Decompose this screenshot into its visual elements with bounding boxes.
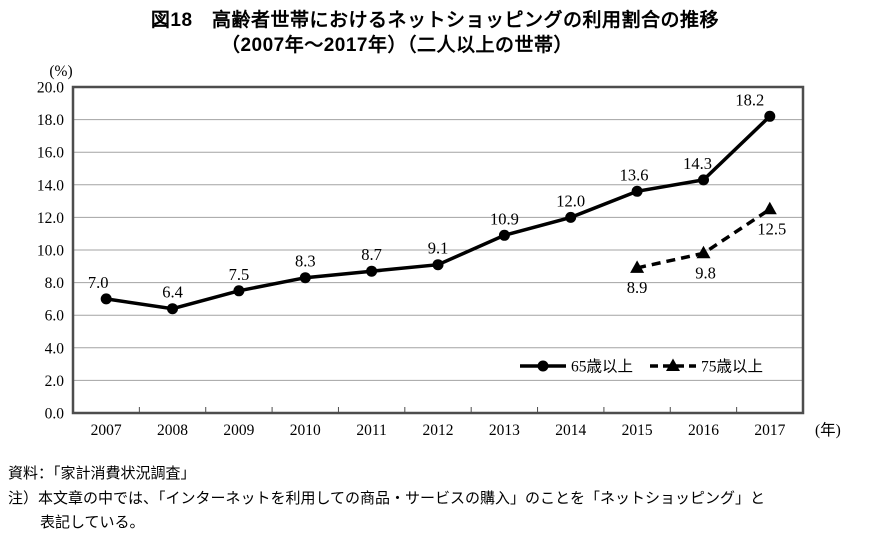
y-tick-label: 4.0 xyxy=(45,340,65,357)
legend-marker-circle xyxy=(537,360,549,372)
y-tick-label: 8.0 xyxy=(45,275,65,292)
series-marker-circle xyxy=(233,285,245,297)
data-label: 7.0 xyxy=(88,273,109,292)
data-label: 12.0 xyxy=(556,191,585,210)
y-tick-label: 18.0 xyxy=(37,112,64,129)
y-tick-label: 12.0 xyxy=(37,210,64,227)
source-note: 資料：「家計消費状況調査」 xyxy=(8,466,196,482)
x-tick-label: 2014 xyxy=(555,422,586,439)
series-line-1 xyxy=(636,207,771,270)
series-marker-circle xyxy=(498,229,510,241)
legend-marker-triangle xyxy=(666,358,680,371)
y-tick-label: 6.0 xyxy=(45,308,65,325)
data-label: 6.4 xyxy=(162,283,183,302)
chart-title-line2: （2007年～2017年）（二人以上の世帯） xyxy=(220,35,574,56)
x-tick-label: 2015 xyxy=(622,422,653,439)
data-label: 8.9 xyxy=(627,278,648,297)
data-label: 9.1 xyxy=(428,239,449,258)
data-label: 12.5 xyxy=(757,219,786,238)
x-tick-label: 2011 xyxy=(356,422,386,439)
series-marker-circle xyxy=(565,211,577,223)
series-marker-triangle xyxy=(630,260,645,273)
y-tick-label: 16.0 xyxy=(37,145,64,162)
data-label: 10.9 xyxy=(490,209,519,228)
x-axis-unit: (年) xyxy=(815,421,841,439)
x-tick-label: 2012 xyxy=(423,422,454,439)
series-line-0 xyxy=(105,115,772,311)
x-tick-label: 2013 xyxy=(489,422,520,439)
legend-label-75: 75歳以上 xyxy=(701,358,763,376)
series-marker-circle xyxy=(167,303,178,315)
y-axis-unit: (%) xyxy=(49,63,72,80)
chart-title-line1: 図18 高齢者世帯におけるネットショッピングの利用割合の推移 xyxy=(150,10,720,31)
data-label: 9.8 xyxy=(695,263,716,282)
x-tick-label: 2017 xyxy=(754,422,785,439)
series-marker-circle xyxy=(631,185,643,197)
footnote-line2: 表記している。 xyxy=(40,515,145,531)
y-tick-label: 20.0 xyxy=(37,80,64,97)
series-marker-circle xyxy=(432,259,444,271)
series-marker-circle xyxy=(698,174,709,186)
y-tick-label: 14.0 xyxy=(37,177,64,194)
chart-canvas: 0.02.04.06.08.010.012.014.016.018.020.0(… xyxy=(37,63,841,439)
data-label: 7.5 xyxy=(229,265,250,284)
x-tick-label: 2008 xyxy=(157,422,188,439)
data-label: 14.3 xyxy=(683,154,712,173)
series-marker-circle xyxy=(366,265,378,277)
data-label: 13.6 xyxy=(620,165,649,184)
data-label: 8.3 xyxy=(295,252,316,271)
x-tick-label: 2009 xyxy=(223,422,254,439)
x-tick-label: 2016 xyxy=(688,422,719,439)
series-marker-circle xyxy=(764,110,776,122)
series-marker-triangle xyxy=(762,201,777,215)
y-tick-label: 0.0 xyxy=(45,406,65,423)
y-tick-label: 2.0 xyxy=(45,373,65,390)
x-tick-label: 2007 xyxy=(91,422,122,439)
series-marker-circle xyxy=(100,293,112,305)
series-marker-circle xyxy=(299,272,311,284)
legend-label-65: 65歳以上 xyxy=(571,358,633,376)
series-marker-triangle xyxy=(696,245,711,259)
x-tick-label: 2010 xyxy=(290,422,321,439)
y-tick-label: 10.0 xyxy=(37,243,64,260)
data-label: 18.2 xyxy=(735,90,764,109)
footnote-line1: 注）本文章の中では、「インターネットを利用しての商品・サービスの購入」のことを「… xyxy=(8,491,766,507)
data-label: 8.7 xyxy=(361,245,382,264)
plot-border xyxy=(71,85,805,415)
